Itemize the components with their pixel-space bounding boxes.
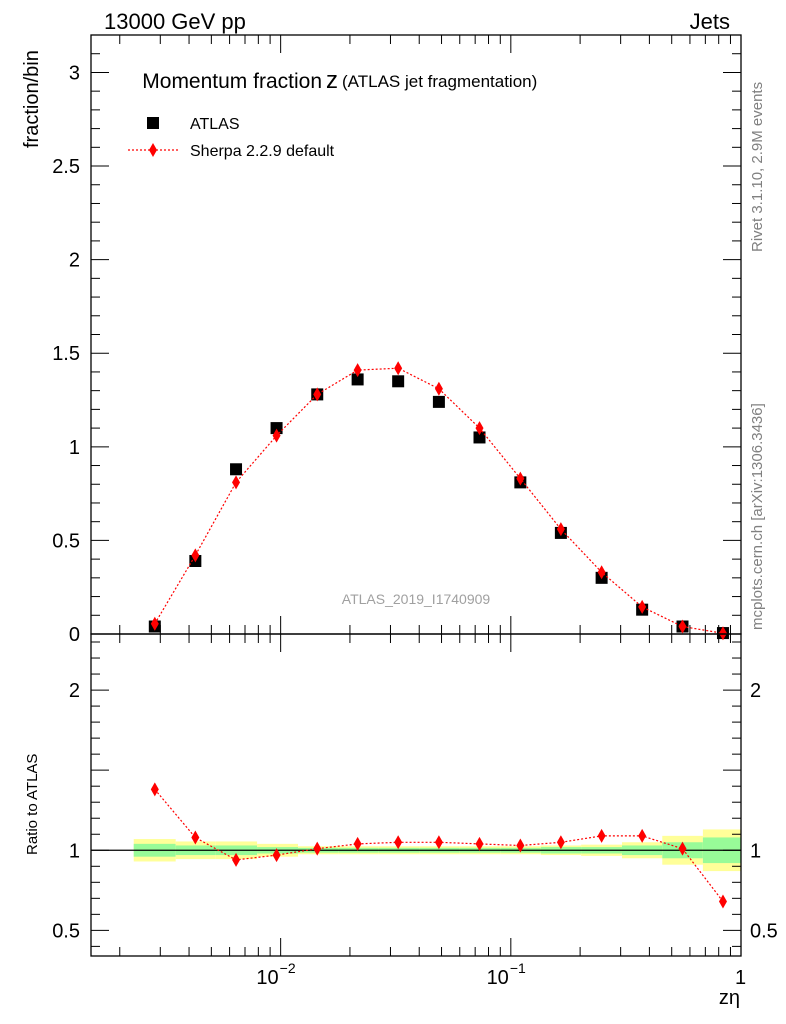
analysis-watermark: ATLAS_2019_I1740909 xyxy=(342,591,491,607)
mcplots-label: mcplots.cern.ch [arXiv:1306.3436] xyxy=(749,403,766,630)
main-title: Momentum fraction xyxy=(142,70,322,93)
sherpa-point xyxy=(718,626,727,641)
sherpa-point xyxy=(638,599,647,614)
ratio-sherpa-point xyxy=(150,782,159,797)
ratio-marks xyxy=(91,782,741,909)
x-tick-exponent: −2 xyxy=(280,960,296,976)
sherpa-point xyxy=(475,421,484,436)
sherpa-point xyxy=(353,363,362,378)
main-marks xyxy=(148,361,729,641)
x-tick-exponent: −1 xyxy=(510,960,526,976)
ratio-sherpa-point xyxy=(353,836,362,851)
main-y-tick-label: 3 xyxy=(69,62,80,84)
ratio-sherpa-point xyxy=(313,841,322,856)
header-left: 13000 GeV pp xyxy=(104,9,246,34)
sherpa-point xyxy=(434,381,443,396)
ratio-sherpa-point xyxy=(556,835,565,850)
main-y-tick-label: 1 xyxy=(69,437,80,459)
main-y-axis-label: fraction/bin xyxy=(21,50,43,148)
main-y-tick-label: 1.5 xyxy=(52,343,80,365)
sherpa-point xyxy=(678,619,687,634)
atlas-point xyxy=(230,463,243,476)
ratio-y-tick-label: 2 xyxy=(69,680,80,702)
header-right: Jets xyxy=(690,9,730,34)
ratio-sherpa-point xyxy=(475,836,484,851)
rivet-label: Rivet 3.1.10, 2.9M events xyxy=(749,82,766,252)
ratio-sherpa-point xyxy=(272,848,281,863)
legend-sherpa-marker xyxy=(149,143,157,157)
ratio-y-tick-label-right: 1 xyxy=(750,840,761,862)
ratio-panel: 0.5 0.51 12 210 −2 10 −1 1 Ratio to ATLAS zη xyxy=(24,633,778,1009)
sherpa-point xyxy=(313,387,322,402)
main-title-symbol: z xyxy=(326,67,338,94)
legend-atlas-marker xyxy=(147,117,159,129)
x-tick-label: 1 xyxy=(735,967,746,989)
sherpa-point xyxy=(394,361,403,376)
ratio-y-axis-label: Ratio to ATLAS xyxy=(24,754,41,855)
ratio-sherpa-point xyxy=(678,841,687,856)
ratio-y-tick-label-right: 2 xyxy=(750,680,761,702)
sherpa-point xyxy=(556,522,565,537)
ratio-y-tick-label: 1 xyxy=(69,840,80,862)
legend-atlas-label: ATLAS xyxy=(190,116,240,133)
sherpa-point xyxy=(232,475,241,490)
atlas-point xyxy=(392,375,405,388)
ratio-y-tick-label-right: 0.5 xyxy=(750,920,778,942)
main-y-tick-label: 2.5 xyxy=(52,156,80,178)
ratio-sherpa-point xyxy=(638,828,647,843)
x-axis-label: zη xyxy=(719,987,740,1009)
sherpa-point xyxy=(597,565,606,580)
sherpa-point xyxy=(516,471,525,486)
ratio-sherpa-point xyxy=(394,835,403,850)
atlas-point xyxy=(432,395,445,408)
main-y-tick-label: 0.5 xyxy=(52,530,80,552)
main-y-tick-label: 2 xyxy=(69,250,80,272)
x-tick-label: 10 xyxy=(487,967,509,989)
atlas-point xyxy=(270,422,283,435)
ratio-y-tick-label: 0.5 xyxy=(52,920,80,942)
legend: ATLAS Sherpa 2.2.9 default xyxy=(128,116,335,160)
main-panel: 0 0.5 1 1.5 2 2.5 3 Momentum fraction z (ATLAS… xyxy=(21,34,742,646)
sherpa-point xyxy=(191,548,200,563)
main-ticks: 0 0.5 1 1.5 2 2.5 3 xyxy=(52,34,742,646)
x-tick-label: 10 xyxy=(256,967,278,989)
ratio-sherpa-point xyxy=(597,828,606,843)
ratio-sherpa-point xyxy=(718,894,727,909)
atlas-point xyxy=(473,431,486,444)
ratio-sherpa-point xyxy=(232,852,241,867)
main-frame xyxy=(90,34,742,635)
ratio-sherpa-point xyxy=(434,835,443,850)
ratio-ticks: 0.5 0.51 12 210 −2 10 −1 1 xyxy=(52,634,778,989)
sherpa-point xyxy=(150,616,159,631)
atlas-point xyxy=(351,373,364,386)
ratio-sherpa-point xyxy=(191,830,200,845)
legend-sherpa-label: Sherpa 2.2.9 default xyxy=(190,143,335,160)
main-title-note: (ATLAS jet fragmentation) xyxy=(342,72,537,91)
sherpa-point xyxy=(272,428,281,443)
ratio-sherpa-point xyxy=(516,838,525,853)
main-y-tick-label: 0 xyxy=(69,624,80,646)
ratio-frame xyxy=(90,633,742,957)
